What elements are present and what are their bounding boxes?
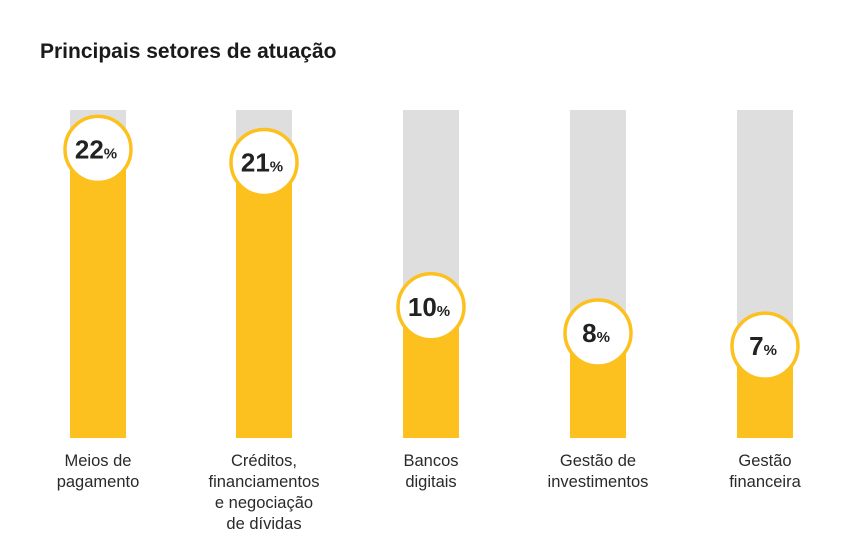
data-label-0: 22%: [75, 134, 117, 164]
bar-2: [403, 326, 459, 438]
value-bubble-0: [63, 114, 133, 185]
data-label-1: 21%: [241, 147, 283, 177]
category-label-3: Gestão de investimentos: [547, 452, 649, 491]
data-label-4: 7%: [749, 331, 777, 361]
value-bubble-2: [396, 272, 466, 342]
category-label-1: Créditos, financiamentos e negociação de…: [208, 452, 320, 533]
category-label-0: Meios de pagamento: [56, 452, 140, 491]
category-label-2: Bancos digitais: [403, 452, 459, 491]
bar-1: [236, 182, 292, 438]
data-label-2: 10%: [408, 292, 450, 322]
category-label-4: Gestão financeira: [729, 452, 801, 491]
value-bubble-1: [229, 127, 299, 198]
data-label-3: 8%: [582, 318, 610, 348]
bar-0: [70, 169, 126, 439]
chart-title: Principais setores de atuação: [40, 40, 337, 63]
value-bubble-4: [730, 311, 800, 381]
value-bubble-3: [563, 298, 633, 368]
